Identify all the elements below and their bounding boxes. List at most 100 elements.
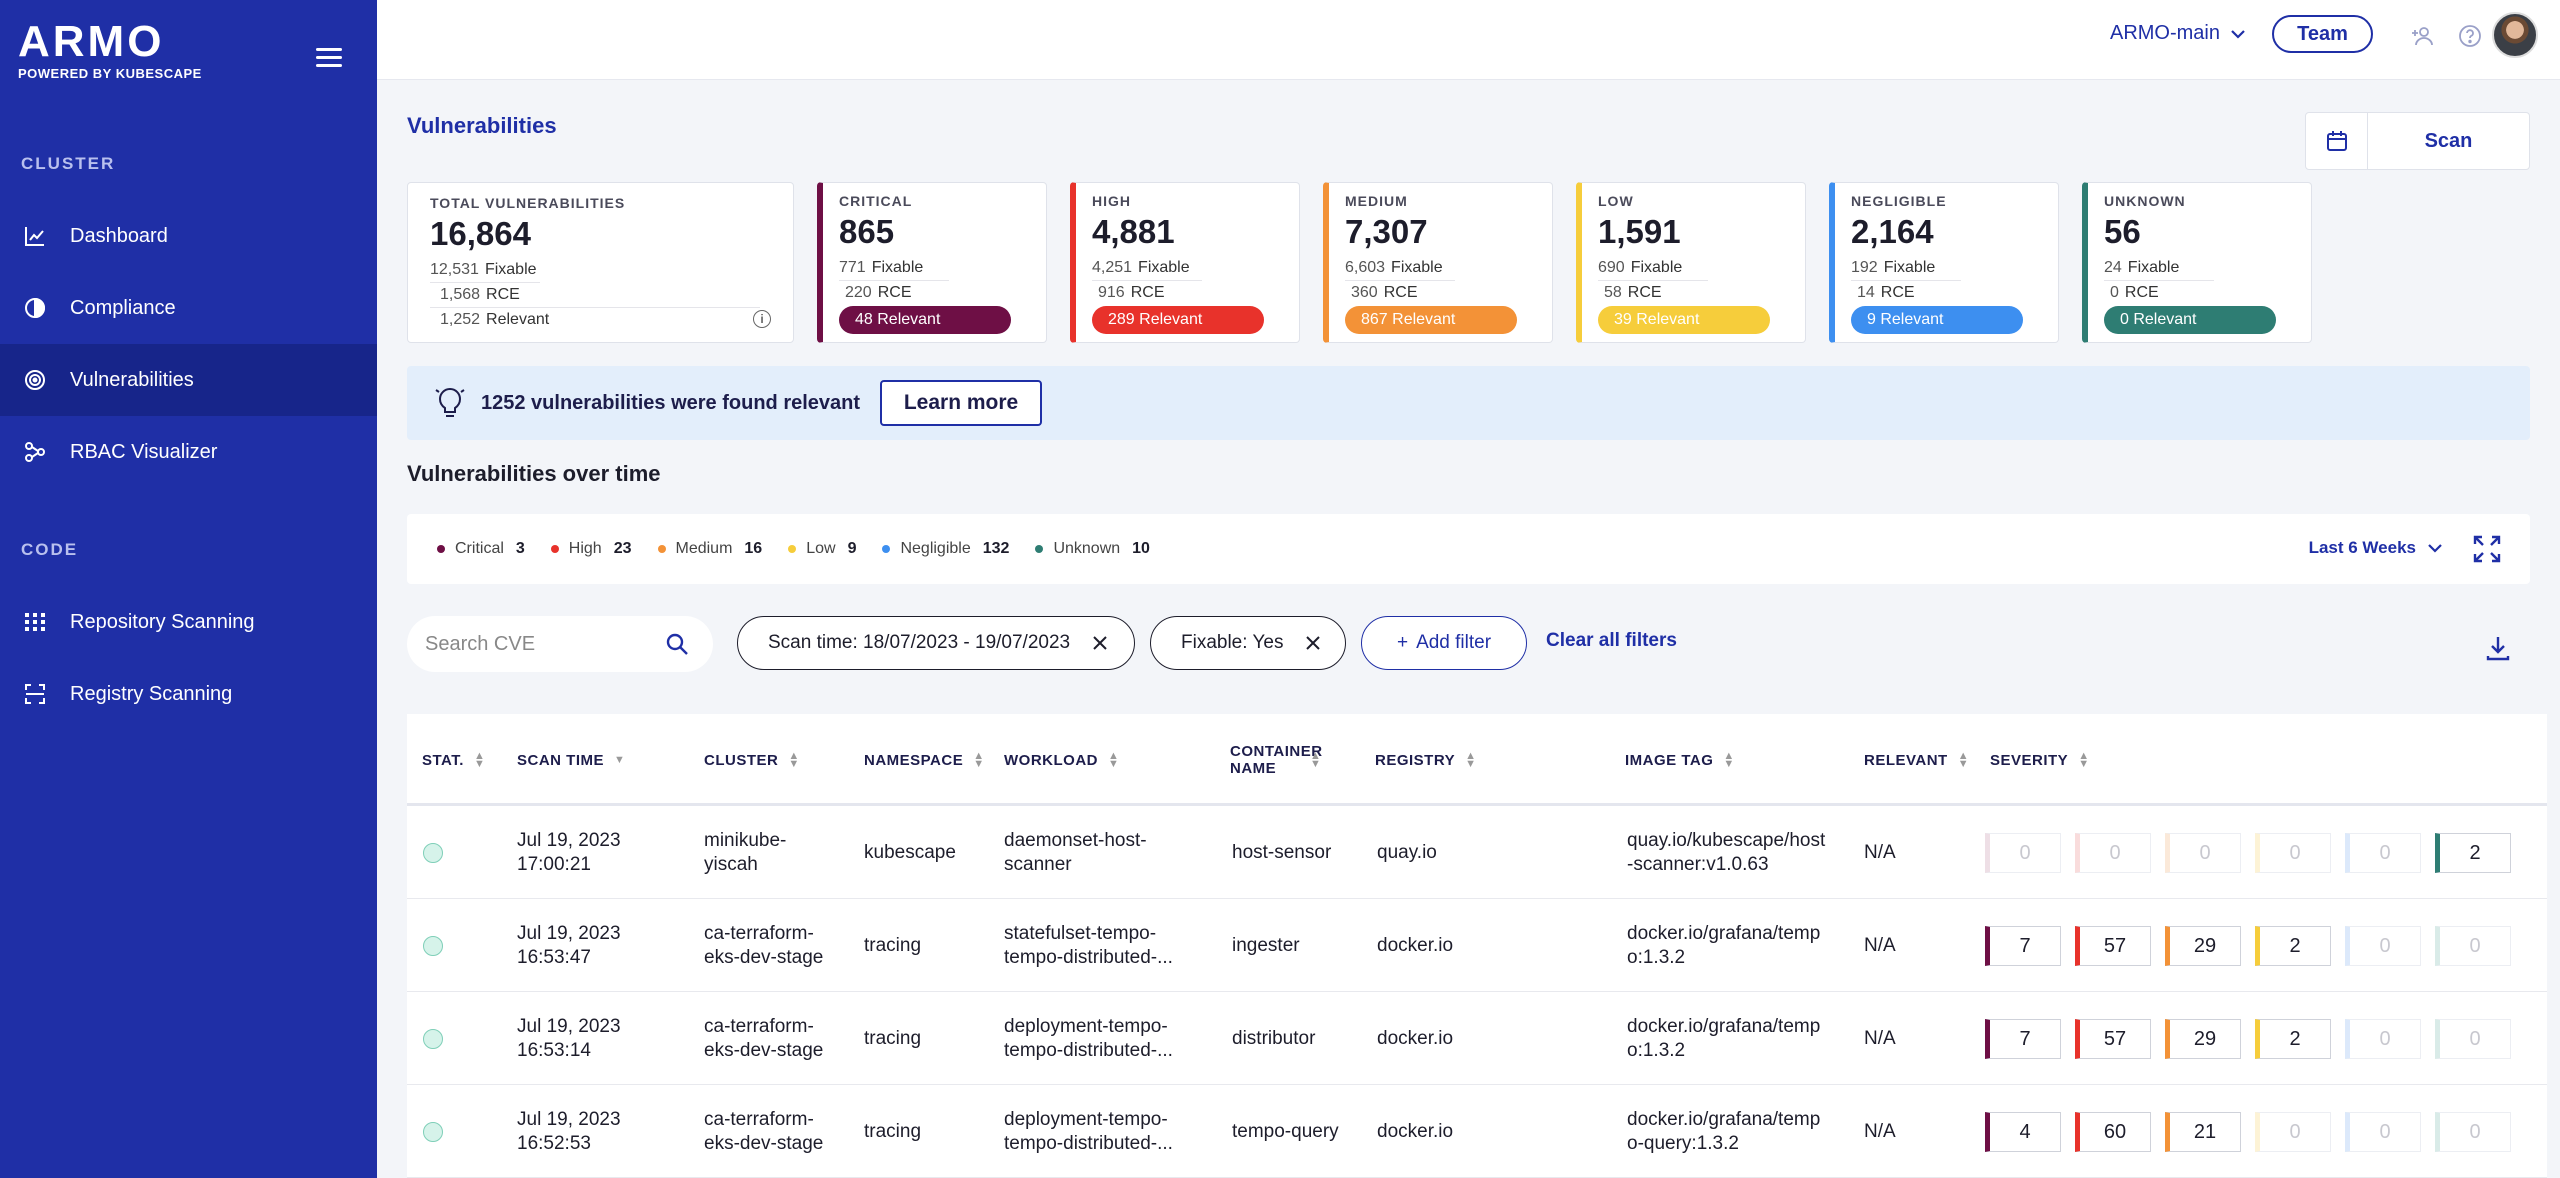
- time-range-dropdown[interactable]: Last 6 Weeks: [2309, 538, 2442, 558]
- severity-count-negligible[interactable]: 0: [2345, 1112, 2421, 1152]
- sort-icon[interactable]: ▲ ▼: [1310, 750, 1322, 770]
- relevant-pill[interactable]: 0 Relevant: [2104, 306, 2276, 334]
- severity-count-negligible[interactable]: 0: [2345, 926, 2421, 966]
- legend-item-low[interactable]: Low 9: [788, 540, 856, 558]
- sidebar-item-dashboard[interactable]: Dashboard: [0, 200, 377, 272]
- table-row[interactable]: Jul 19, 2023 17:00:21 minikube-yiscah kub…: [407, 806, 2547, 899]
- severity-count-critical[interactable]: 4: [1985, 1112, 2061, 1152]
- cluster-line-1: minikube-: [704, 829, 787, 851]
- severity-count-medium[interactable]: 29: [2165, 926, 2241, 966]
- sort-icon[interactable]: ▲ ▼: [473, 750, 486, 770]
- sort-icon[interactable]: ▲ ▼: [973, 750, 985, 770]
- sort-icon[interactable]: ▼: [614, 754, 626, 766]
- team-button[interactable]: Team: [2272, 15, 2373, 53]
- scan-control: Scan: [2305, 112, 2530, 170]
- column-header-workload[interactable]: WORKLOAD ▲ ▼: [1004, 714, 1119, 806]
- column-header-registry[interactable]: REGISTRY ▲ ▼: [1375, 714, 1477, 806]
- severity-count-low[interactable]: 0: [2255, 833, 2331, 873]
- legend-item-medium[interactable]: Medium 16: [657, 540, 762, 558]
- relevant-pill[interactable]: 867 Relevant: [1345, 306, 1517, 334]
- legend-item-critical[interactable]: Critical 3: [437, 540, 525, 558]
- learn-more-button[interactable]: Learn more: [880, 380, 1043, 426]
- sidebar-item-repository-scanning[interactable]: Repository Scanning: [0, 586, 377, 658]
- severity-count-critical[interactable]: 7: [1985, 926, 2061, 966]
- severity-count-unknown[interactable]: 0: [2435, 1019, 2511, 1059]
- column-header-cluster[interactable]: CLUSTER ▲ ▼: [704, 714, 800, 806]
- relevant-pill[interactable]: 48 Relevant: [839, 306, 1011, 334]
- total-vulnerabilities-card[interactable]: TOTAL VULNERABILITIES 16,864 12,531 Fixab…: [407, 182, 794, 343]
- download-icon[interactable]: [2484, 634, 2512, 662]
- severity-count-low[interactable]: 0: [2255, 1112, 2331, 1152]
- severity-count-high[interactable]: 60: [2075, 1112, 2151, 1152]
- severity-count-low[interactable]: 2: [2255, 926, 2331, 966]
- sidebar-item-vulnerabilities[interactable]: Vulnerabilities: [0, 344, 377, 416]
- severity-card-low[interactable]: LOW 1,591 690 Fixable 58 RCE 39 Relevant: [1576, 182, 1806, 343]
- table-row[interactable]: Jul 19, 2023 16:53:47 ca-terraform-eks-de…: [407, 899, 2547, 992]
- relevant-pill[interactable]: 289 Relevant: [1092, 306, 1264, 334]
- table-row[interactable]: Jul 19, 2023 16:52:53 ca-terraform-eks-de…: [407, 1085, 2547, 1178]
- column-header-namespace[interactable]: NAMESPACE ▲ ▼: [864, 714, 985, 806]
- clear-filters-link[interactable]: Clear all filters: [1546, 630, 1677, 651]
- severity-card-unknown[interactable]: UNKNOWN 56 24 Fixable 0 RCE 0 Relevant: [2082, 182, 2312, 343]
- filter-chip-scan-time[interactable]: Scan time: 18/07/2023 - 19/07/2023: [737, 616, 1135, 670]
- severity-count-unknown[interactable]: 0: [2435, 926, 2511, 966]
- severity-count-medium[interactable]: 0: [2165, 833, 2241, 873]
- sort-icon[interactable]: ▲ ▼: [788, 750, 800, 770]
- account-selector[interactable]: ARMO-main: [2110, 22, 2246, 45]
- add-filter-button[interactable]: + Add filter: [1361, 616, 1527, 670]
- calendar-button[interactable]: [2306, 113, 2368, 169]
- relevant-pill[interactable]: 9 Relevant: [1851, 306, 2023, 334]
- column-header-scan-time[interactable]: SCAN TIME ▼: [517, 714, 625, 806]
- severity-card-medium[interactable]: MEDIUM 7,307 6,603 Fixable 360 RCE 867 Rel…: [1323, 182, 1553, 343]
- armo-logo[interactable]: ARMO POWERED BY KUBESCAPE: [18, 20, 202, 82]
- menu-icon[interactable]: [316, 48, 342, 67]
- column-header-container-name[interactable]: CONTAINER NAME ▲ ▼: [1230, 714, 1340, 806]
- severity-count-unknown[interactable]: 2: [2435, 833, 2511, 873]
- severity-count-high[interactable]: 0: [2075, 833, 2151, 873]
- severity-count-medium[interactable]: 21: [2165, 1112, 2241, 1152]
- severity-count-negligible[interactable]: 0: [2345, 1019, 2421, 1059]
- severity-count-critical[interactable]: 0: [1985, 833, 2061, 873]
- sort-icon[interactable]: ▲ ▼: [1723, 750, 1735, 770]
- avatar[interactable]: [2492, 12, 2538, 58]
- legend-item-unknown[interactable]: Unknown 10: [1035, 540, 1150, 558]
- legend-item-negligible[interactable]: Negligible 132: [882, 540, 1009, 558]
- search-input[interactable]: [425, 632, 665, 656]
- severity-count-high[interactable]: 57: [2075, 1019, 2151, 1059]
- severity-count-medium[interactable]: 29: [2165, 1019, 2241, 1059]
- sidebar-item-rbac-visualizer[interactable]: RBAC Visualizer: [0, 416, 377, 488]
- sort-icon[interactable]: ▲ ▼: [1465, 750, 1477, 770]
- legend-count: 132: [982, 540, 1010, 557]
- search-icon[interactable]: [665, 632, 689, 656]
- close-icon[interactable]: [1092, 635, 1108, 651]
- table-row[interactable]: Jul 19, 2023 16:53:14 ca-terraform-eks-de…: [407, 992, 2547, 1085]
- severity-card-high[interactable]: HIGH 4,881 4,251 Fixable 916 RCE 289 Relev…: [1070, 182, 1300, 343]
- sidebar-item-registry-scanning[interactable]: Registry Scanning: [0, 658, 377, 730]
- scan-button[interactable]: Scan: [2424, 129, 2473, 152]
- severity-count-high[interactable]: 57: [2075, 926, 2151, 966]
- severity-card-negligible[interactable]: NEGLIGIBLE 2,164 192 Fixable 14 RCE 9 Rele…: [1829, 182, 2059, 343]
- filter-chip-fixable[interactable]: Fixable: Yes: [1150, 616, 1346, 670]
- add-user-icon[interactable]: [2410, 24, 2434, 48]
- info-icon[interactable]: i: [753, 310, 771, 328]
- sort-icon[interactable]: ▲ ▼: [1108, 750, 1120, 770]
- expand-icon[interactable]: [2472, 534, 2502, 564]
- severity-count-critical[interactable]: 7: [1985, 1019, 2061, 1059]
- severity-count-negligible[interactable]: 0: [2345, 833, 2421, 873]
- close-icon[interactable]: [1305, 635, 1321, 651]
- sort-icon[interactable]: ▲ ▼: [1957, 750, 1970, 770]
- relevant-pill[interactable]: 39 Relevant: [1598, 306, 1770, 334]
- column-header-image-tag[interactable]: IMAGE TAG ▲ ▼: [1625, 714, 1735, 806]
- severity-count-unknown[interactable]: 0: [2435, 1112, 2511, 1152]
- scan-date: Jul 19, 2023: [517, 1015, 621, 1037]
- severity-count-low[interactable]: 2: [2255, 1019, 2331, 1059]
- severity-card-critical[interactable]: CRITICAL 865 771 Fixable 220 RCE 48 Releva…: [817, 182, 1047, 343]
- sort-icon[interactable]: ▲ ▼: [2078, 750, 2090, 770]
- search-cve[interactable]: [407, 616, 713, 672]
- column-header-severity[interactable]: SEVERITY ▲ ▼: [1990, 714, 2090, 806]
- sidebar-item-compliance[interactable]: Compliance: [0, 272, 377, 344]
- column-header-relevant[interactable]: RELEVANT ▲ ▼: [1864, 714, 1969, 806]
- column-header-stat[interactable]: STAT. ▲ ▼: [422, 714, 485, 806]
- help-icon[interactable]: [2458, 24, 2482, 48]
- legend-item-high[interactable]: High 23: [550, 540, 632, 558]
